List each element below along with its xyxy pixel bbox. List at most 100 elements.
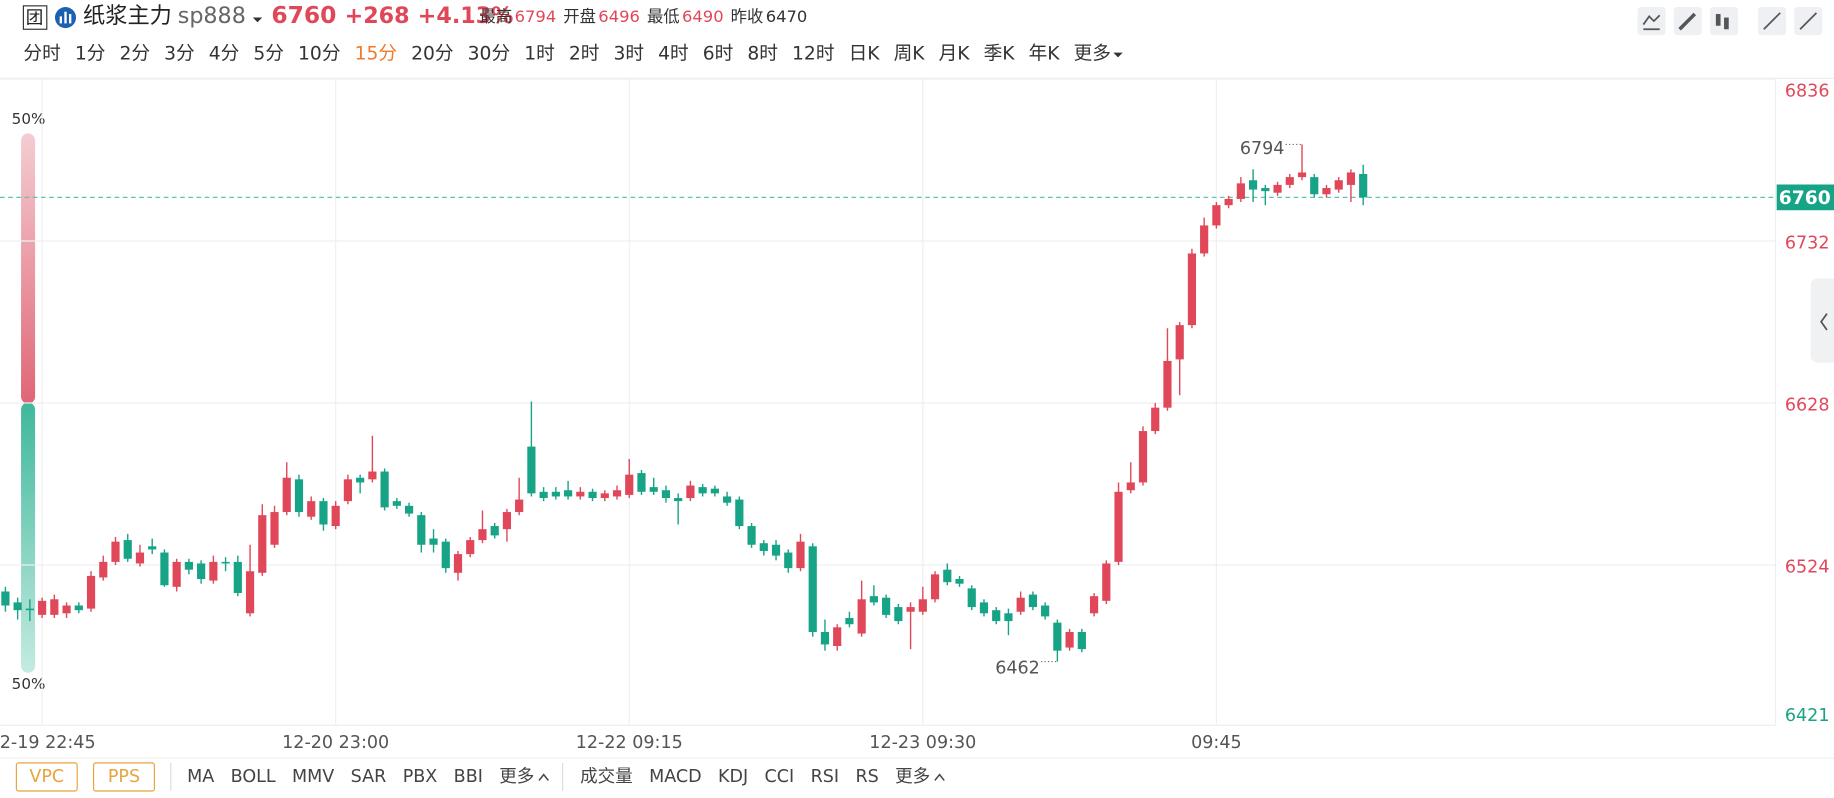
y-tick-label: 6732 <box>1785 233 1830 253</box>
indicator-tab[interactable]: BOLL <box>231 767 276 787</box>
dropdown-caret <box>1113 52 1123 58</box>
indicator-tab[interactable]: MA <box>187 767 214 787</box>
period-tab[interactable]: 日K <box>849 43 881 64</box>
logo-bar <box>59 16 62 24</box>
indicator-tab[interactable]: MACD <box>649 767 702 787</box>
candle-body <box>380 471 389 508</box>
indicator-tab[interactable]: PBX <box>403 767 438 787</box>
candle-body <box>1053 622 1062 651</box>
indicator-tab[interactable]: 成交量 <box>580 767 633 787</box>
indicator-tab[interactable]: CCI <box>765 767 795 787</box>
candle-body <box>747 526 756 545</box>
candle-body <box>392 501 401 506</box>
candle-body <box>906 607 915 612</box>
candle-body <box>1212 205 1221 226</box>
candle-body <box>600 493 609 499</box>
stat-label: 最低 <box>647 7 680 26</box>
period-tab[interactable]: 2分 <box>119 43 150 64</box>
period-tab[interactable]: 20分 <box>411 43 454 64</box>
period-tab[interactable]: 1分 <box>75 43 106 64</box>
candle-body <box>417 515 426 545</box>
caret-up <box>934 773 945 781</box>
candle-body <box>882 597 891 615</box>
last-price-tag <box>1776 184 1834 211</box>
period-tab[interactable]: 分时 <box>23 43 60 64</box>
gauge-up <box>21 133 36 404</box>
indicator-tab[interactable]: MMV <box>292 767 334 787</box>
indicator-tab[interactable]: VPC <box>29 767 64 787</box>
period-tab[interactable]: 更多 <box>1074 43 1111 64</box>
indicator-tab[interactable]: 更多 <box>895 767 930 787</box>
candle-body <box>820 631 830 645</box>
max-marker-label: 6794 <box>1240 139 1285 159</box>
gauge-down <box>21 402 36 673</box>
stat-label: 开盘 <box>563 7 596 26</box>
candle-body <box>1077 631 1086 650</box>
candle-body <box>282 477 291 513</box>
candle-body <box>1028 594 1038 608</box>
candle-body <box>723 496 732 503</box>
indicator-box[interactable] <box>92 762 155 792</box>
period-tab[interactable]: 5分 <box>253 43 284 64</box>
candle-body <box>515 499 524 513</box>
indicator-tab[interactable]: BBI <box>454 767 483 787</box>
period-tab[interactable]: 1时 <box>524 43 555 64</box>
period-tab[interactable]: 年K <box>1029 43 1061 64</box>
period-tab[interactable]: 月K <box>939 43 971 64</box>
x-tick-label: 12-23 09:30 <box>869 733 976 753</box>
tool-button[interactable] <box>1637 7 1666 36</box>
candle-body <box>294 479 304 513</box>
candle-body <box>784 552 793 569</box>
candle-body <box>478 529 487 541</box>
candle-body <box>979 602 989 614</box>
indicator-box[interactable] <box>15 762 78 792</box>
indicator-tab[interactable]: RS <box>855 767 878 787</box>
period-tab[interactable]: 2时 <box>569 43 600 64</box>
candle-body <box>698 487 707 494</box>
period-tab[interactable]: 季K <box>984 43 1016 64</box>
period-tab[interactable]: 4分 <box>209 43 240 64</box>
icon <box>1724 17 1729 30</box>
candle-body <box>808 546 817 632</box>
candle-body <box>1322 188 1331 195</box>
period-tab[interactable]: 3时 <box>613 43 644 64</box>
stat-label: 最高 <box>480 7 513 26</box>
candle-body <box>74 605 83 611</box>
indicator-tab[interactable]: SAR <box>351 767 387 787</box>
period-tab[interactable]: 6时 <box>703 43 734 64</box>
candle-body <box>845 617 854 625</box>
dropdown-caret[interactable] <box>252 17 263 23</box>
badge-box <box>22 5 48 30</box>
period-tab[interactable]: 周K <box>894 43 926 64</box>
candle-body <box>1236 183 1245 199</box>
stat-label: 昨收 <box>731 7 764 26</box>
period-tab[interactable]: 10分 <box>298 43 341 64</box>
change-pct: +4.13% <box>418 3 514 29</box>
candle-body <box>576 491 585 497</box>
period-tab[interactable]: 30分 <box>468 43 511 64</box>
indicator-tab[interactable]: RSI <box>811 767 839 787</box>
indicator-tab[interactable]: 更多 <box>499 767 534 787</box>
candle-body <box>563 490 573 497</box>
stat-value: 6470 <box>766 7 808 26</box>
candle-body <box>1016 597 1025 612</box>
tool-button[interactable] <box>1710 7 1739 36</box>
candle-body <box>270 512 279 545</box>
period-tab[interactable]: 12时 <box>792 43 835 64</box>
indicator-tab[interactable]: KDJ <box>718 767 748 787</box>
period-tab[interactable]: 3分 <box>164 43 195 64</box>
indicator-tab[interactable]: PPS <box>108 767 140 787</box>
candle-body <box>62 605 71 614</box>
candle-body <box>710 488 719 494</box>
y-tick-label: 6628 <box>1785 395 1830 415</box>
candle-body <box>1151 407 1160 432</box>
candle-body <box>796 541 805 569</box>
period-tab[interactable]: 8时 <box>747 43 778 64</box>
period-tab[interactable]: 4时 <box>658 43 689 64</box>
candle-body <box>1346 172 1356 185</box>
candle-body <box>649 487 658 492</box>
candle-body <box>612 490 622 497</box>
period-tab[interactable]: 15分 <box>355 43 398 64</box>
candle-body <box>209 561 218 581</box>
